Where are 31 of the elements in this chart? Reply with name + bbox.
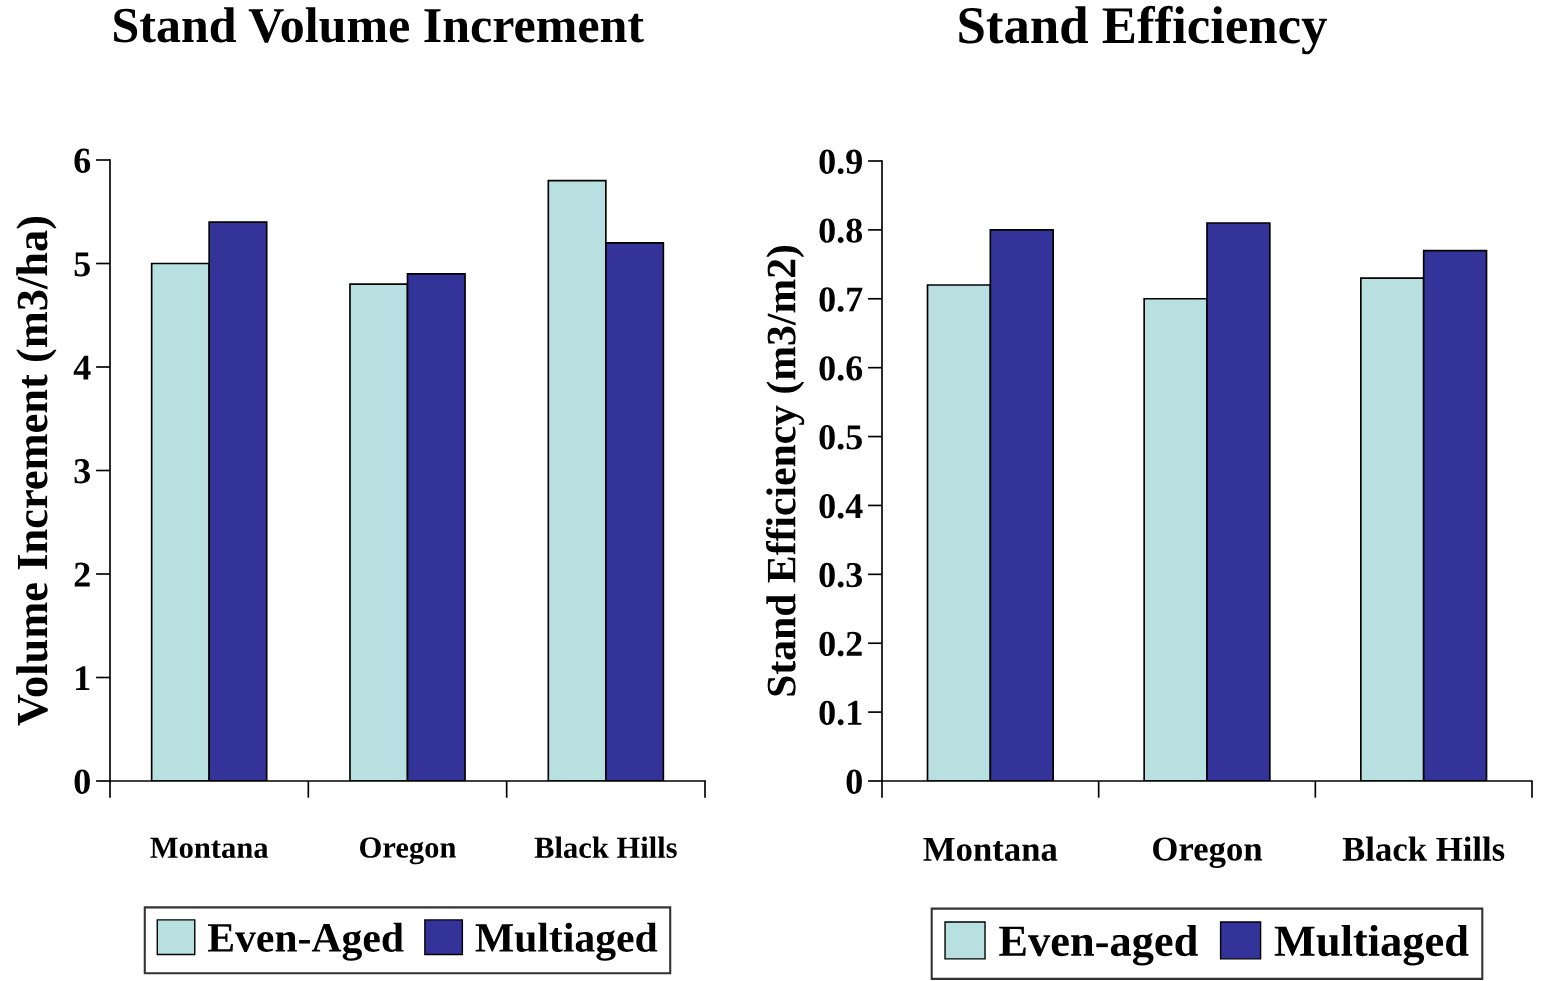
y-axis-title: Stand Efficiency (m3/m2) (765, 246, 805, 696)
y-tick-label: 0.2 (819, 631, 862, 657)
y-tick-label: 6 (74, 148, 91, 173)
y-tick-label: 0 (846, 769, 862, 794)
y-tick-label: 0.3 (819, 562, 863, 588)
legend-label: Even-Aged (207, 922, 404, 961)
chart-title: Stand Efficiency (959, 5, 1327, 55)
y-tick-label: 1 (76, 666, 90, 691)
y-tick-label: 0.4 (819, 493, 863, 519)
legend-label: Even-aged (999, 924, 1198, 966)
legend-label: Multiaged (1274, 924, 1469, 966)
y-tick-label: 4 (73, 355, 91, 380)
y-tick-label: 3 (74, 459, 91, 484)
x-tick-label: Black Hills (534, 836, 677, 859)
y-tick-label: 2 (74, 562, 90, 587)
y-tick-label: 0 (74, 769, 90, 794)
y-tick-label: 0.7 (819, 287, 863, 312)
y-axis-title: Volume Increment (m3/ha) (16, 216, 57, 726)
y-tick-label: 0.5 (819, 425, 862, 450)
x-tick-label: Black Hills (1342, 836, 1505, 861)
x-tick-label: Montana (150, 837, 269, 859)
y-tick-label: 0.6 (819, 356, 863, 381)
legend-label: Multiaged (475, 922, 658, 961)
y-tick-label: 0.9 (819, 149, 862, 175)
x-tick-label: Oregon (360, 837, 456, 865)
y-tick-label: 5 (74, 252, 90, 277)
y-tick-label: 0.1 (819, 700, 862, 726)
x-tick-label: Montana (923, 837, 1058, 861)
x-tick-label: Oregon (1153, 837, 1263, 869)
chart-title: Stand Volume Increment (114, 7, 644, 43)
y-tick-label: 0.8 (819, 218, 863, 243)
